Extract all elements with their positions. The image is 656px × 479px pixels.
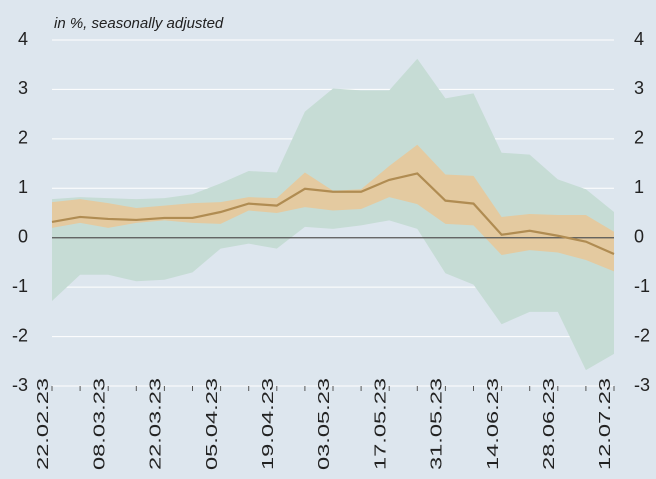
- x-tick-label: 14.06.23: [485, 378, 502, 470]
- x-tick-label: 28.06.23: [541, 378, 558, 470]
- x-tick-label: 05.04.23: [204, 378, 221, 470]
- line: [51, 172, 615, 256]
- y-tick-label: 4: [18, 29, 28, 49]
- x-tick-label: 31.05.23: [429, 378, 446, 470]
- band: [52, 144, 614, 272]
- y-tick-label: -3: [12, 375, 28, 395]
- y2-tick-label: 2: [634, 128, 644, 148]
- band: [52, 58, 614, 371]
- y-tick-label: 3: [18, 78, 28, 98]
- chart-subtitle: in %, seasonally adjusted: [54, 15, 224, 32]
- y-tick-label: -1: [12, 276, 28, 296]
- x-tick-label: 17.05.23: [372, 378, 389, 470]
- y2-tick-label: -2: [634, 325, 650, 345]
- x-tick-label: 22.03.23: [148, 378, 165, 470]
- y2-tick-label: 1: [634, 177, 644, 197]
- x-tick-label: 08.03.23: [91, 378, 108, 470]
- y2-tick-label: -1: [634, 276, 650, 296]
- y-tick-label: -2: [12, 325, 28, 345]
- y2-tick-label: 3: [634, 78, 644, 98]
- x-tick-label: 22.02.23: [35, 378, 52, 470]
- x-tick-label: 12.07.23: [597, 378, 614, 470]
- y2-tick-label: -3: [634, 375, 650, 395]
- x-tick-label: 19.04.23: [260, 378, 277, 470]
- y2-tick-label: 0: [634, 226, 644, 246]
- y-tick-label: 1: [18, 177, 28, 197]
- y-tick-label: 0: [18, 226, 28, 246]
- x-tick-label: 03.05.23: [316, 378, 333, 470]
- y2-tick-label: 4: [634, 29, 644, 49]
- y-tick-label: 2: [18, 128, 28, 148]
